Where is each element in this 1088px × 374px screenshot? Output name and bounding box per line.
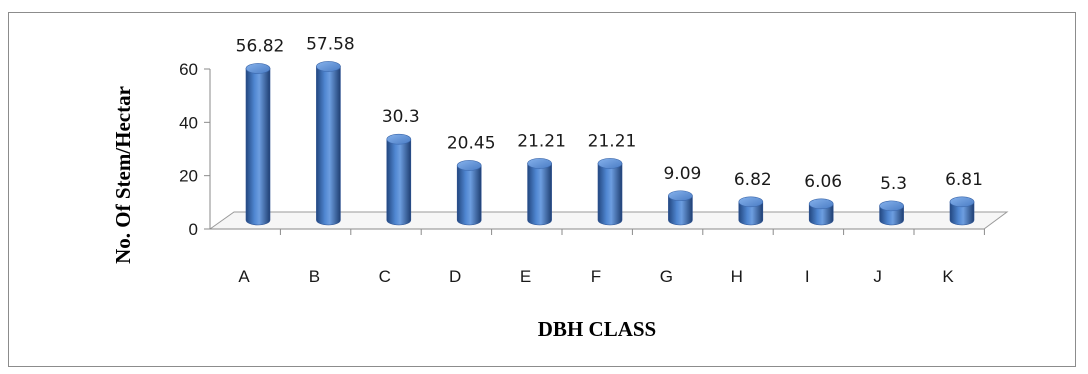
- data-label: 9.09: [663, 164, 701, 184]
- x-ticks: A B C D E F G H I J K: [238, 229, 985, 286]
- bar-top: [597, 158, 623, 169]
- bar-H: [738, 196, 764, 226]
- data-label: 21.21: [588, 131, 637, 151]
- data-label: 21.21: [517, 131, 566, 151]
- data-label: 6.82: [734, 170, 772, 190]
- x-tick-label: C: [379, 267, 391, 286]
- bar-J: [879, 200, 904, 226]
- y-axis-title: No. Of Stem/Hectar: [111, 86, 135, 264]
- bar-K: [949, 196, 975, 226]
- bar-body: [808, 203, 834, 226]
- x-tick-label: G: [660, 267, 673, 286]
- bar-body: [668, 195, 693, 226]
- bars: [245, 61, 975, 226]
- bar-top: [879, 200, 904, 212]
- x-axis-title: DBH CLASS: [538, 317, 656, 341]
- data-label: 30.3: [382, 107, 420, 127]
- bar-body: [316, 66, 341, 226]
- bar-body: [456, 165, 482, 226]
- x-tick-label: A: [238, 267, 250, 286]
- bar-top: [456, 160, 482, 171]
- bar-body: [879, 205, 904, 226]
- bar-top: [738, 196, 764, 208]
- bar-body: [527, 163, 552, 226]
- bar-top: [527, 158, 552, 169]
- bar-top: [245, 63, 271, 74]
- y-tick-label: 60: [179, 60, 198, 79]
- bar-I: [808, 198, 834, 226]
- data-label: 57.58: [306, 34, 355, 54]
- bar-top: [316, 61, 341, 72]
- bar-E: [527, 158, 552, 226]
- bar-A: [245, 63, 271, 226]
- x-tick-label: D: [449, 267, 461, 286]
- data-label: 5.3: [880, 174, 907, 194]
- bar-top: [386, 133, 412, 145]
- bar-G: [668, 190, 693, 226]
- bar-body: [738, 201, 764, 226]
- y-tick-label: 0: [189, 220, 198, 239]
- y-tick-label: 40: [179, 113, 198, 132]
- data-label: 6.06: [804, 172, 842, 192]
- bar-top: [808, 198, 834, 210]
- x-tick-label: K: [942, 267, 954, 286]
- bar-top: [949, 196, 975, 208]
- bar-body: [597, 163, 623, 226]
- x-tick-label: J: [873, 267, 882, 286]
- data-label: 20.45: [447, 133, 496, 153]
- data-label: 56.82: [236, 36, 285, 56]
- x-tick-label: H: [731, 267, 743, 286]
- y-ticks: 0 20 40 60: [179, 60, 210, 239]
- data-labels: 56.82 57.58 30.3 20.45 21.21 21.21 9.09 6.82 6.0…: [236, 34, 983, 193]
- x-tick-label: F: [591, 267, 601, 286]
- bar-body: [386, 138, 412, 226]
- bar-B: [316, 61, 341, 226]
- y-tick-label: 20: [179, 167, 198, 186]
- bar-C: [386, 133, 412, 226]
- bar-D: [456, 160, 482, 226]
- data-label: 6.81: [945, 170, 983, 190]
- bar-top: [668, 190, 693, 202]
- x-tick-label: E: [520, 267, 531, 286]
- bar-body: [949, 201, 975, 226]
- x-tick-label: B: [309, 267, 320, 286]
- bar-F: [597, 158, 623, 226]
- x-tick-label: I: [805, 267, 810, 286]
- bar-body: [245, 68, 271, 226]
